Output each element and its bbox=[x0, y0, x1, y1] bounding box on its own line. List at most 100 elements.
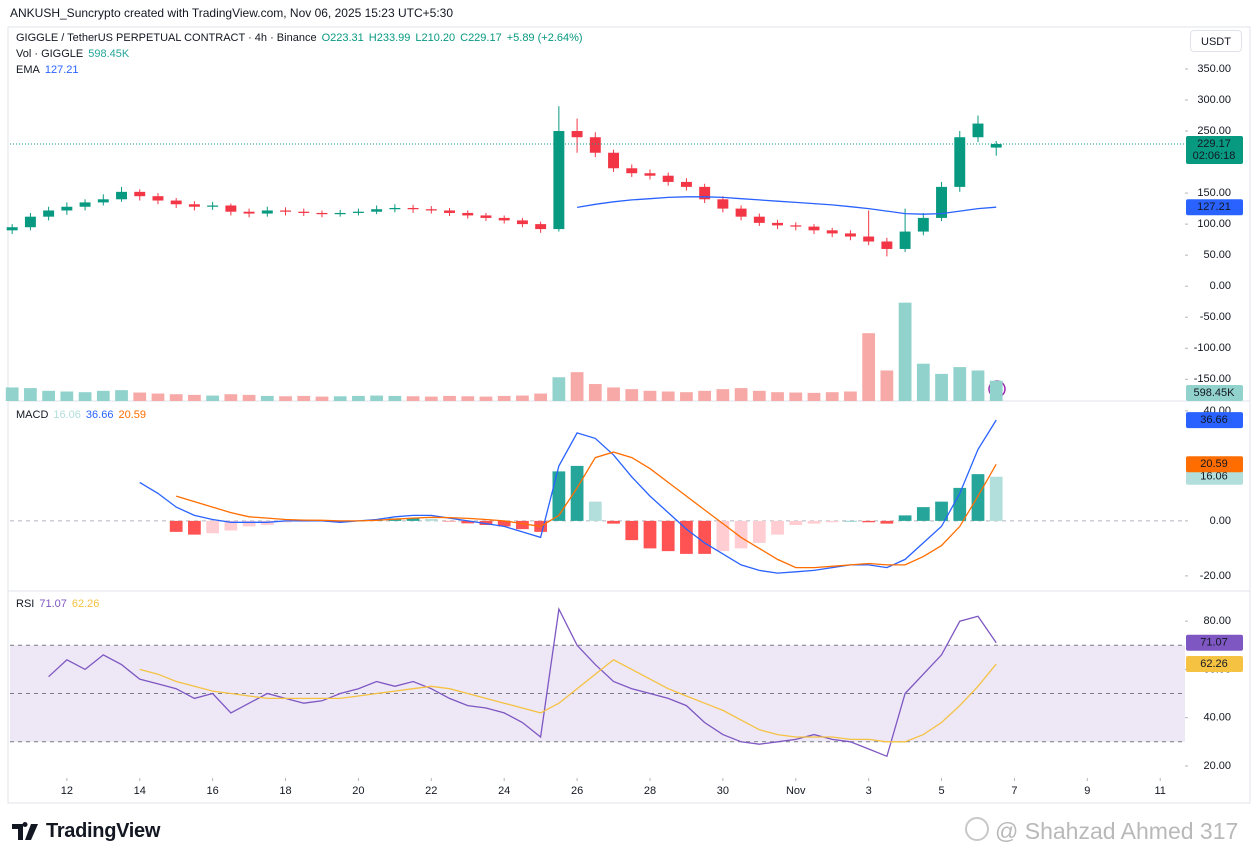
candle-body bbox=[462, 212, 474, 216]
x-tick-label: 30 bbox=[717, 785, 729, 797]
candle-body bbox=[680, 181, 692, 187]
histogram-bar bbox=[807, 520, 821, 524]
series-badge bbox=[1186, 634, 1243, 651]
candle-body bbox=[480, 215, 492, 218]
x-tick-label: 12 bbox=[61, 785, 73, 797]
histogram-bar bbox=[461, 520, 475, 524]
histogram-bar bbox=[971, 474, 985, 521]
macd-signal-value: 20.59 bbox=[118, 409, 146, 421]
candle-body bbox=[844, 233, 856, 237]
x-tick-label: 28 bbox=[644, 785, 656, 797]
chart-frame bbox=[7, 26, 1251, 804]
watermark: @ Shahzad Ahmed 317 bbox=[965, 817, 1238, 845]
x-tick-label: 16 bbox=[207, 785, 219, 797]
y-tick-label: 0.00 bbox=[1210, 515, 1231, 527]
x-tick-label: 7 bbox=[1011, 785, 1017, 797]
y-tick-label: -150.00 bbox=[1194, 373, 1231, 385]
series-badge bbox=[1186, 412, 1243, 429]
volume-bar bbox=[570, 372, 584, 401]
x-tick-label: 18 bbox=[279, 785, 291, 797]
volume-bar bbox=[588, 384, 602, 401]
histogram-bar bbox=[242, 520, 256, 527]
candle-body bbox=[735, 208, 747, 217]
volume-bar bbox=[898, 302, 912, 401]
histogram-bar bbox=[880, 520, 894, 524]
ohlc-low: L210.20 bbox=[415, 32, 456, 44]
volume-bar bbox=[24, 388, 37, 401]
candle-body bbox=[863, 236, 875, 242]
candle-body bbox=[699, 186, 711, 200]
candle-body bbox=[498, 217, 510, 221]
candle-body bbox=[954, 137, 966, 187]
line-series bbox=[176, 451, 997, 569]
candle-body bbox=[188, 204, 200, 207]
candle-body bbox=[371, 209, 383, 212]
histogram-bar bbox=[935, 501, 948, 521]
currency-button[interactable]: USDT bbox=[1190, 30, 1242, 52]
series-badge bbox=[1186, 468, 1243, 485]
histogram-bar bbox=[625, 520, 639, 541]
line-series bbox=[48, 606, 997, 758]
candle-body bbox=[899, 231, 911, 249]
y-tick-label: -20.00 bbox=[1200, 570, 1231, 582]
y-tick-label: 300.00 bbox=[1197, 94, 1231, 106]
volume-bar bbox=[862, 333, 876, 401]
volume-bar bbox=[315, 396, 329, 401]
candle-body bbox=[826, 230, 838, 234]
candle-body bbox=[808, 226, 820, 231]
rsi-value: 71.07 bbox=[39, 598, 67, 610]
volume-bar bbox=[953, 367, 967, 401]
volume-bar bbox=[935, 373, 948, 401]
candle-body bbox=[389, 207, 401, 210]
x-tick-label: 26 bbox=[571, 785, 583, 797]
candle-body bbox=[589, 137, 601, 153]
volume-bar bbox=[497, 395, 511, 401]
histogram-bar bbox=[424, 518, 438, 521]
x-tick-label: 11 bbox=[1155, 785, 1166, 797]
candle-body bbox=[717, 199, 729, 209]
candle-body bbox=[61, 206, 73, 211]
volume-bar bbox=[279, 396, 292, 401]
countdown-label: 02:06:18 bbox=[1193, 150, 1236, 162]
volume-bar bbox=[752, 390, 766, 401]
volume-bar bbox=[461, 396, 475, 401]
macd-hist-value: 16.06 bbox=[53, 409, 81, 421]
x-tick-label: 20 bbox=[352, 785, 364, 797]
candle-body bbox=[79, 202, 91, 207]
brand-logo bbox=[12, 821, 38, 840]
volume-bar bbox=[443, 395, 456, 401]
candle-body bbox=[790, 225, 802, 227]
x-tick-label: 22 bbox=[425, 785, 437, 797]
candle-body bbox=[425, 209, 437, 211]
volume-bar bbox=[242, 394, 256, 401]
volume-bar bbox=[680, 392, 693, 401]
histogram-bar bbox=[552, 471, 566, 521]
candle-body bbox=[936, 186, 948, 218]
macd-legend: MACD 16.06 36.66 20.59 bbox=[16, 409, 151, 421]
series-badge-label: 62.26 bbox=[1200, 658, 1228, 670]
candle-body bbox=[917, 217, 929, 232]
volume-bar bbox=[534, 393, 548, 401]
volume-legend: Vol · GIGGLE 598.45K bbox=[16, 48, 134, 60]
rsi-legend: RSI 71.07 62.26 bbox=[16, 598, 104, 610]
symbol-title: GIGGLE / TetherUS PERPETUAL CONTRACT · 4… bbox=[16, 32, 317, 44]
y-tick-label: 20.00 bbox=[1203, 760, 1231, 772]
candle-body bbox=[43, 210, 55, 217]
volume-bar bbox=[698, 390, 712, 401]
histogram-bar bbox=[224, 520, 238, 531]
ema-name: EMA bbox=[16, 64, 40, 76]
candle-body bbox=[407, 207, 419, 210]
histogram-bar bbox=[643, 520, 657, 549]
histogram-bar bbox=[825, 520, 839, 523]
volume-bar bbox=[661, 391, 675, 401]
series-badge bbox=[1186, 456, 1243, 473]
candle-body bbox=[97, 199, 109, 203]
x-tick-label: 24 bbox=[498, 785, 510, 797]
macd-line-value: 36.66 bbox=[85, 409, 114, 421]
y-tick-label: 350.00 bbox=[1197, 63, 1231, 75]
main-legend: GIGGLE / TetherUS PERPETUAL CONTRACT · 4… bbox=[16, 32, 588, 44]
brand-logo-shape bbox=[12, 821, 38, 840]
volume-bar bbox=[96, 390, 110, 401]
candle-body bbox=[261, 210, 273, 214]
volume-bar bbox=[734, 388, 748, 401]
